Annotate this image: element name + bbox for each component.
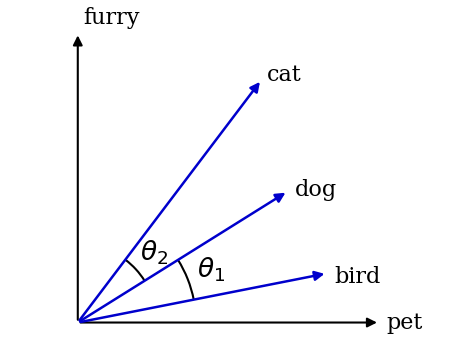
Text: furry: furry <box>83 7 139 29</box>
Text: bird: bird <box>334 266 380 288</box>
Text: $\theta_2$: $\theta_2$ <box>140 238 168 267</box>
Text: pet: pet <box>386 312 423 334</box>
Text: dog: dog <box>294 179 337 201</box>
Text: $\theta_1$: $\theta_1$ <box>197 256 225 284</box>
Text: cat: cat <box>267 64 301 86</box>
